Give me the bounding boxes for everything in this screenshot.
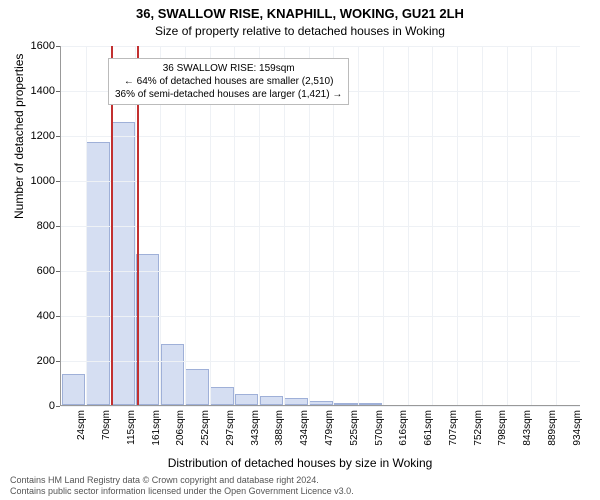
histogram-bar bbox=[334, 403, 358, 405]
gridline-v bbox=[383, 46, 384, 405]
histogram-bar bbox=[185, 369, 209, 405]
x-tick-label: 889sqm bbox=[547, 410, 558, 446]
histogram-bar bbox=[260, 396, 284, 405]
chart-annotation-box: 36 SWALLOW RISE: 159sqm ← 64% of detache… bbox=[108, 58, 349, 105]
x-tick-label: 616sqm bbox=[398, 410, 409, 446]
x-tick-label: 70sqm bbox=[101, 410, 112, 440]
chart-footer: Contains HM Land Registry data © Crown c… bbox=[10, 475, 354, 498]
histogram-bar bbox=[62, 374, 86, 406]
y-tick-label: 600 bbox=[5, 265, 55, 277]
y-tick-mark bbox=[56, 406, 60, 407]
x-tick-label: 297sqm bbox=[225, 410, 236, 446]
histogram-bar bbox=[284, 398, 308, 405]
histogram-bar bbox=[210, 387, 234, 405]
y-tick-mark bbox=[56, 271, 60, 272]
x-tick-label: 479sqm bbox=[324, 410, 335, 446]
histogram-bar bbox=[235, 394, 259, 405]
gridline-v bbox=[432, 46, 433, 405]
x-tick-label: 343sqm bbox=[250, 410, 261, 446]
y-tick-label: 200 bbox=[5, 355, 55, 367]
gridline-v bbox=[507, 46, 508, 405]
y-tick-label: 400 bbox=[5, 310, 55, 322]
annotation-line-1: 36 SWALLOW RISE: 159sqm bbox=[115, 62, 342, 75]
y-tick-label: 800 bbox=[5, 220, 55, 232]
y-tick-mark bbox=[56, 181, 60, 182]
gridline-h bbox=[61, 181, 580, 182]
histogram-bar bbox=[309, 401, 333, 406]
gridline-v bbox=[457, 46, 458, 405]
gridline-v bbox=[531, 46, 532, 405]
x-tick-label: 161sqm bbox=[151, 410, 162, 446]
y-tick-mark bbox=[56, 46, 60, 47]
x-tick-label: 24sqm bbox=[76, 410, 87, 440]
histogram-bar bbox=[359, 403, 383, 405]
chart-title-address: 36, SWALLOW RISE, KNAPHILL, WOKING, GU21… bbox=[0, 6, 600, 21]
annotation-line-3: 36% of semi-detached houses are larger (… bbox=[115, 88, 342, 101]
histogram-bar bbox=[161, 344, 185, 405]
y-tick-label: 1600 bbox=[5, 40, 55, 52]
gridline-v bbox=[556, 46, 557, 405]
x-tick-label: 115sqm bbox=[126, 410, 137, 445]
gridline-v bbox=[482, 46, 483, 405]
x-tick-label: 661sqm bbox=[423, 410, 434, 446]
gridline-h bbox=[61, 136, 580, 137]
y-tick-mark bbox=[56, 136, 60, 137]
gridline-v bbox=[408, 46, 409, 405]
x-tick-label: 570sqm bbox=[374, 410, 385, 446]
annotation-line-2: ← 64% of detached houses are smaller (2,… bbox=[115, 75, 342, 88]
gridline-h bbox=[61, 406, 580, 407]
y-tick-label: 1000 bbox=[5, 175, 55, 187]
x-tick-label: 707sqm bbox=[448, 410, 459, 446]
gridline-h bbox=[61, 316, 580, 317]
x-tick-label: 525sqm bbox=[349, 410, 360, 446]
footer-line-1: Contains HM Land Registry data © Crown c… bbox=[10, 475, 354, 486]
x-tick-label: 388sqm bbox=[274, 410, 285, 446]
gridline-v bbox=[86, 46, 87, 405]
x-tick-label: 252sqm bbox=[200, 410, 211, 446]
gridline-v bbox=[358, 46, 359, 405]
y-tick-mark bbox=[56, 226, 60, 227]
x-tick-label: 434sqm bbox=[299, 410, 310, 446]
x-axis-label: Distribution of detached houses by size … bbox=[0, 456, 600, 470]
chart-subtitle: Size of property relative to detached ho… bbox=[0, 24, 600, 38]
x-tick-label: 843sqm bbox=[522, 410, 533, 446]
gridline-h bbox=[61, 46, 580, 47]
y-tick-label: 1200 bbox=[5, 130, 55, 142]
y-tick-mark bbox=[56, 316, 60, 317]
footer-line-2: Contains public sector information licen… bbox=[10, 486, 354, 497]
y-tick-label: 0 bbox=[5, 400, 55, 412]
gridline-h bbox=[61, 226, 580, 227]
y-tick-label: 1400 bbox=[5, 85, 55, 97]
x-tick-label: 752sqm bbox=[473, 410, 484, 446]
gridline-h bbox=[61, 271, 580, 272]
x-tick-label: 934sqm bbox=[572, 410, 583, 446]
gridline-h bbox=[61, 361, 580, 362]
y-tick-mark bbox=[56, 361, 60, 362]
histogram-bar bbox=[136, 254, 160, 405]
y-tick-mark bbox=[56, 91, 60, 92]
x-tick-label: 206sqm bbox=[175, 410, 186, 446]
x-tick-label: 798sqm bbox=[497, 410, 508, 446]
